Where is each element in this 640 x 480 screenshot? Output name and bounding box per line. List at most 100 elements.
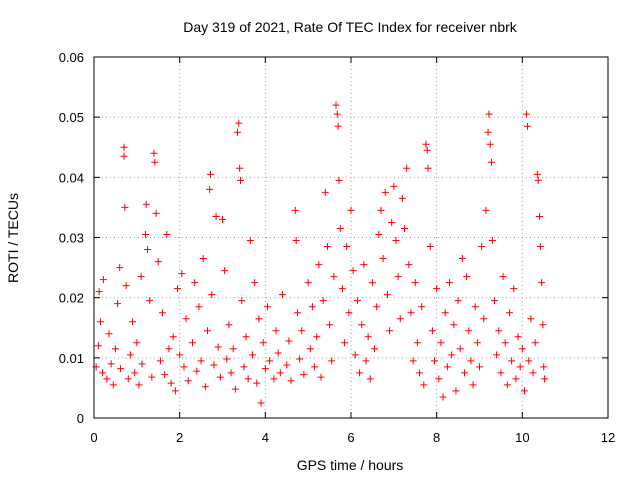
data-points: [92, 101, 549, 407]
data-point: [371, 345, 379, 353]
data-point: [490, 297, 498, 305]
data-point: [236, 164, 244, 172]
data-point: [538, 279, 546, 287]
data-point: [398, 194, 406, 202]
data-point: [248, 351, 256, 359]
data-point: [272, 327, 280, 335]
data-point: [216, 373, 224, 381]
x-axis-label: GPS time / hours: [297, 457, 404, 473]
data-point: [423, 146, 431, 154]
data-point: [446, 279, 454, 287]
data-point: [448, 351, 456, 359]
data-point: [227, 369, 235, 377]
data-point: [516, 363, 524, 371]
data-point: [178, 270, 186, 278]
data-point: [315, 261, 323, 269]
data-point: [336, 224, 344, 232]
data-point: [131, 369, 139, 377]
data-point: [405, 261, 413, 269]
data-point: [240, 363, 248, 371]
data-point: [244, 375, 252, 383]
data-point: [539, 321, 547, 329]
data-point: [292, 237, 300, 245]
data-point: [435, 375, 443, 383]
data-point: [283, 361, 291, 369]
data-point: [379, 255, 387, 263]
data-point: [349, 267, 357, 275]
data-point: [377, 206, 385, 214]
data-point: [450, 321, 458, 329]
data-point: [193, 367, 201, 375]
data-point: [458, 255, 466, 263]
data-point: [493, 351, 501, 359]
x-tick-label: 0: [90, 430, 97, 445]
data-point: [144, 246, 152, 254]
data-point: [159, 309, 167, 317]
data-point: [266, 357, 274, 365]
data-point: [199, 255, 207, 263]
data-point: [497, 369, 505, 377]
data-point: [356, 369, 364, 377]
x-tick-label: 6: [347, 430, 354, 445]
data-point: [527, 315, 535, 323]
data-point: [311, 363, 319, 371]
data-point: [105, 330, 113, 338]
y-axis-label: ROTI / TECUs: [5, 193, 21, 283]
data-point: [343, 243, 351, 251]
data-point: [473, 339, 481, 347]
grid: [94, 57, 608, 418]
y-tick-label: 0.05: [59, 110, 84, 125]
data-point: [291, 206, 299, 214]
data-point: [433, 285, 441, 293]
data-point: [197, 357, 205, 365]
data-point: [362, 357, 370, 365]
data-point: [471, 303, 479, 311]
data-point: [233, 128, 241, 136]
data-point: [501, 339, 509, 347]
data-point: [298, 327, 306, 335]
data-point: [456, 345, 464, 353]
data-point: [523, 122, 531, 130]
data-point: [138, 360, 146, 368]
data-point: [246, 237, 254, 245]
data-point: [116, 264, 124, 272]
data-point: [345, 309, 353, 317]
x-tick-label: 12: [601, 430, 615, 445]
data-point: [353, 297, 361, 305]
data-point: [441, 309, 449, 317]
data-point: [394, 273, 402, 281]
data-point: [420, 381, 428, 389]
data-point: [351, 351, 359, 359]
data-point: [407, 309, 415, 317]
data-point: [416, 369, 424, 377]
data-point: [107, 360, 115, 368]
data-point: [366, 375, 374, 383]
y-tick-label: 0.01: [59, 351, 84, 366]
y-tick-label: 0.06: [59, 50, 84, 65]
data-point: [313, 333, 321, 341]
data-point: [413, 339, 421, 347]
data-point: [358, 321, 366, 329]
data-point: [253, 379, 261, 387]
data-point: [103, 375, 111, 383]
data-point: [270, 375, 278, 383]
data-point: [541, 375, 549, 383]
data-point: [242, 333, 250, 341]
data-point: [99, 276, 107, 284]
data-point: [508, 357, 516, 365]
data-point: [368, 279, 376, 287]
data-point: [238, 297, 246, 305]
data-point: [326, 321, 334, 329]
data-point: [495, 327, 503, 335]
data-point: [418, 303, 426, 311]
data-point: [142, 200, 150, 208]
data-point: [120, 143, 128, 151]
data-point: [274, 349, 282, 357]
data-point: [347, 206, 355, 214]
data-point: [499, 273, 507, 281]
data-point: [341, 339, 349, 347]
y-tick-label: 0: [77, 411, 84, 426]
data-point: [308, 303, 316, 311]
data-point: [231, 385, 239, 393]
x-tick-label: 4: [262, 430, 269, 445]
